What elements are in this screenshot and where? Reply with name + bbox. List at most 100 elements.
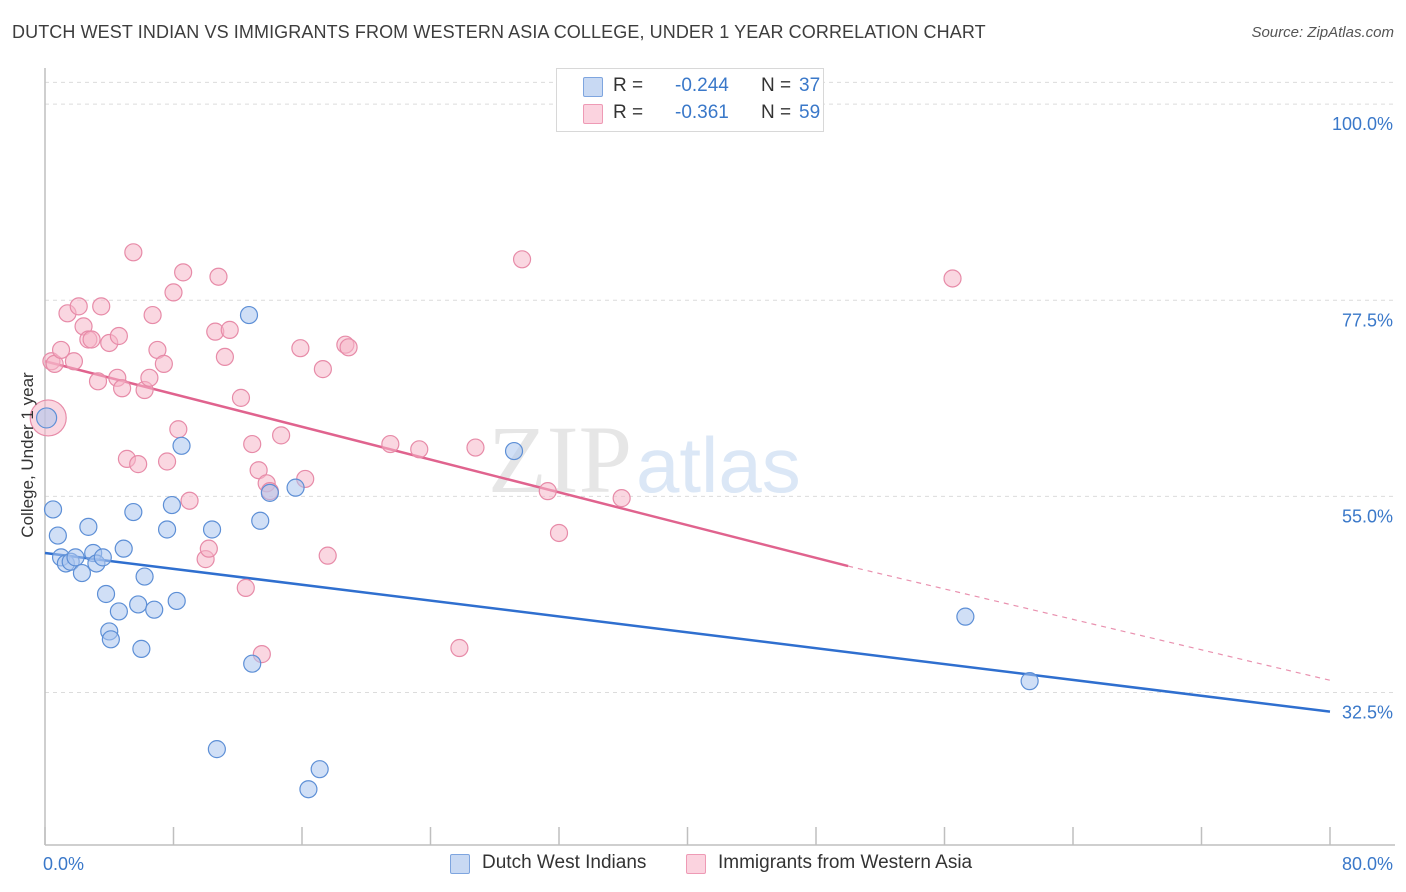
- trend-line-immigrants-western-asia: [44, 360, 849, 568]
- data-point-dutch-west-indians: [202, 520, 222, 539]
- data-point-dutch-west-indians: [310, 760, 329, 779]
- y-tick-label: 100.0%: [1332, 114, 1393, 134]
- data-point-dutch-west-indians: [124, 502, 143, 522]
- data-point-immigrants-western-asia: [124, 243, 143, 262]
- data-point-immigrants-western-asia: [549, 523, 569, 543]
- data-points: [29, 243, 1039, 799]
- y-axis-label: College, Under 1 year: [18, 372, 37, 538]
- data-point-immigrants-western-asia: [51, 340, 71, 360]
- data-point-immigrants-western-asia: [129, 455, 148, 474]
- data-point-dutch-west-indians: [260, 483, 279, 502]
- data-point-immigrants-western-asia: [92, 297, 111, 316]
- data-point-immigrants-western-asia: [291, 339, 310, 358]
- data-point-dutch-west-indians: [162, 495, 181, 515]
- stats-legend: R = -0.244 N = 37 R = -0.361 N = 59: [556, 68, 824, 132]
- data-point-immigrants-western-asia: [164, 283, 183, 302]
- data-point-immigrants-western-asia: [220, 320, 239, 339]
- legend-n-label: N =: [761, 102, 792, 123]
- data-point-immigrants-western-asia: [174, 263, 193, 282]
- data-point-dutch-west-indians: [1020, 672, 1039, 691]
- data-point-dutch-west-indians: [157, 520, 177, 539]
- watermark-zip: ZIP: [488, 406, 632, 513]
- data-point-dutch-west-indians: [79, 517, 98, 536]
- trend-line-dutch-west-indians: [44, 551, 1331, 713]
- legend-n-value: 59: [799, 102, 821, 123]
- bottom-legend-label: Dutch West Indians: [482, 852, 647, 873]
- data-point-immigrants-western-asia: [215, 347, 234, 367]
- legend-r-label: R =: [613, 102, 644, 123]
- y-tick-label: 32.5%: [1342, 702, 1393, 722]
- data-point-immigrants-western-asia: [64, 352, 84, 371]
- data-point-immigrants-western-asia: [450, 638, 469, 658]
- data-point-immigrants-western-asia: [272, 426, 291, 445]
- data-point-immigrants-western-asia: [112, 379, 132, 398]
- legend-swatch-pink: [583, 104, 603, 124]
- data-point-immigrants-western-asia: [180, 491, 199, 510]
- data-point-immigrants-western-asia: [466, 438, 485, 457]
- watermark-atlas: atlas: [636, 421, 801, 509]
- bottom-legend-swatch-blue: [450, 854, 470, 874]
- data-point-dutch-west-indians: [93, 548, 112, 567]
- data-point-immigrants-western-asia: [143, 305, 162, 325]
- data-point-dutch-west-indians: [243, 654, 262, 673]
- source-credit: Source: ZipAtlas.com: [1251, 24, 1394, 41]
- data-point-immigrants-western-asia: [313, 360, 332, 379]
- x-tick-label: 80.0%: [1342, 854, 1393, 874]
- legend-n-label: N =: [761, 75, 792, 96]
- trend-line-extension: [847, 565, 1331, 681]
- data-point-dutch-west-indians: [251, 511, 270, 530]
- trend-lines: [44, 360, 1331, 713]
- data-point-dutch-west-indians: [66, 548, 85, 567]
- data-point-immigrants-western-asia: [339, 338, 358, 357]
- data-point-dutch-west-indians: [96, 584, 116, 604]
- data-point-dutch-west-indians: [207, 740, 226, 759]
- x-tick-label: 0.0%: [43, 854, 84, 874]
- data-point-immigrants-western-asia: [157, 452, 177, 471]
- data-point-dutch-west-indians: [167, 591, 186, 611]
- data-point-immigrants-western-asia: [249, 461, 268, 480]
- legend-r-value: -0.361: [675, 102, 729, 123]
- data-point-dutch-west-indians: [239, 305, 259, 325]
- data-point-dutch-west-indians: [172, 436, 191, 455]
- data-point-immigrants-western-asia: [82, 330, 101, 349]
- data-point-immigrants-western-asia: [538, 482, 557, 501]
- data-point-immigrants-western-asia: [140, 368, 159, 387]
- data-point-immigrants-western-asia: [236, 578, 255, 597]
- data-point-dutch-west-indians: [101, 630, 120, 649]
- legend-r-label: R =: [613, 75, 644, 96]
- data-point-dutch-west-indians: [132, 639, 151, 658]
- legend-n-value: 37: [799, 75, 821, 96]
- data-point-immigrants-western-asia: [69, 297, 88, 316]
- data-point-dutch-west-indians: [129, 595, 148, 614]
- bottom-legend-label: Immigrants from Western Asia: [718, 852, 973, 873]
- data-point-immigrants-western-asia: [209, 267, 228, 286]
- data-point-dutch-west-indians: [72, 563, 92, 583]
- data-point-immigrants-western-asia: [612, 489, 631, 508]
- data-point-dutch-west-indians: [504, 441, 524, 461]
- data-point-dutch-west-indians: [114, 539, 133, 558]
- legend-swatch-blue: [583, 77, 603, 97]
- data-point-dutch-west-indians: [299, 780, 318, 799]
- data-point-immigrants-western-asia: [231, 388, 251, 407]
- data-point-dutch-west-indians: [956, 607, 975, 626]
- grid-lines: [45, 81, 1395, 693]
- data-point-dutch-west-indians: [43, 500, 63, 519]
- data-point-immigrants-western-asia: [318, 546, 337, 565]
- watermark: ZIP atlas: [488, 406, 801, 513]
- data-point-immigrants-western-asia: [243, 434, 262, 454]
- data-point-immigrants-western-asia: [943, 269, 962, 288]
- data-point-dutch-west-indians: [135, 567, 154, 586]
- data-point-immigrants-western-asia: [109, 326, 128, 346]
- data-point-immigrants-western-asia: [154, 354, 173, 373]
- bottom-legend-swatch-pink: [686, 854, 706, 874]
- tick-labels: 32.5% 55.0% 77.5% 100.0% 0.0% 80.0%: [43, 114, 1393, 874]
- data-point-immigrants-western-asia: [410, 440, 429, 459]
- data-point-dutch-west-indians: [286, 478, 305, 497]
- chart-title: DUTCH WEST INDIAN VS IMMIGRANTS FROM WES…: [12, 22, 986, 42]
- data-point-immigrants-western-asia: [88, 372, 108, 391]
- data-point-dutch-west-indians: [48, 526, 67, 545]
- data-point-dutch-west-indians: [145, 600, 164, 619]
- y-tick-label: 55.0%: [1342, 506, 1393, 526]
- data-point-immigrants-western-asia: [169, 420, 188, 439]
